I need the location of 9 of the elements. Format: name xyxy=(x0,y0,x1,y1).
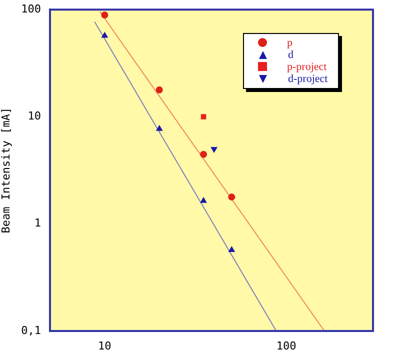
y-tick-label: 0,1 xyxy=(21,324,41,337)
legend-label: p-project xyxy=(287,60,327,73)
y-axis-title: Beam Intensity [mA] xyxy=(0,107,12,234)
legend-label: p xyxy=(287,36,292,49)
legend-label: d xyxy=(288,48,294,61)
y-tick-label: 100 xyxy=(21,2,41,16)
y-tick-label: 10 xyxy=(28,110,41,123)
y-tick-label: 1 xyxy=(34,216,41,230)
legend-label: d-project xyxy=(288,72,328,85)
